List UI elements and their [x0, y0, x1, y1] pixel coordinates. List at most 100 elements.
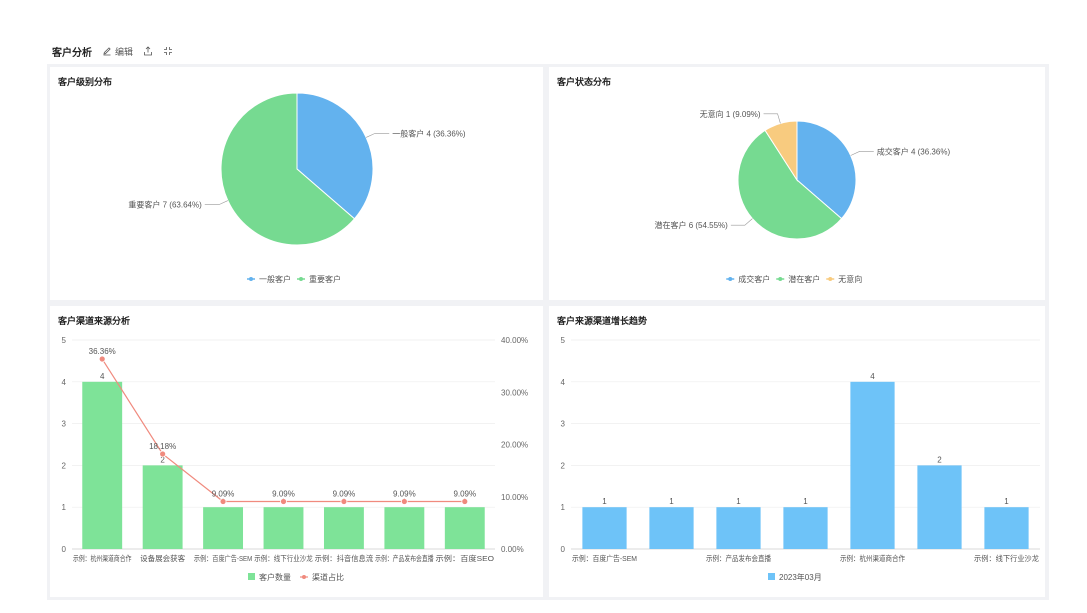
y2-tick-label: 0.00% — [501, 545, 524, 554]
bar — [263, 507, 304, 549]
pie-slice-label: 成交客户 4 (36.36%) — [877, 146, 951, 156]
y-tick-label: 5 — [62, 336, 67, 345]
bar-value-label: 4 — [870, 372, 875, 381]
y-tick-label: 0 — [561, 545, 566, 554]
bar — [649, 507, 694, 549]
bar — [384, 507, 425, 549]
legend-label: 客户数量 — [259, 572, 291, 582]
line-value-label: 18.18% — [149, 442, 176, 451]
legend-label: 2023年03月 — [779, 572, 822, 582]
y-tick-label: 3 — [561, 420, 566, 429]
panel-title: 客户渠道来源分析 — [58, 316, 131, 326]
fullscreen-button[interactable] — [163, 46, 173, 56]
bar — [444, 507, 485, 549]
x-tick-label: 示例：产品发布会直播 — [706, 553, 771, 563]
pie-slice-label: 潜在客户 6 (54.55%) — [654, 220, 728, 230]
legend-marker — [778, 277, 783, 281]
page-title: 客户分析 — [52, 47, 92, 59]
line-value-label: 9.09% — [272, 490, 295, 499]
y-tick-label: 4 — [561, 378, 566, 387]
legend-marker — [768, 573, 775, 580]
bar — [716, 507, 761, 549]
line-value-label: 9.09% — [393, 490, 416, 499]
y-tick-label: 2 — [62, 461, 67, 470]
bar — [82, 381, 123, 549]
panel-channel-trend: 客户来源渠道增长趋势 0 1 2 3 4 5 1 1 1 1 4 2 1 示例：百度广告-SEM 示例：产品… — [549, 306, 1045, 597]
bar — [850, 381, 895, 549]
bar-value-label: 1 — [602, 497, 607, 506]
legend-marker — [728, 277, 733, 281]
line-value-label: 9.09% — [453, 490, 476, 499]
legend-marker — [249, 277, 253, 281]
x-tick-label: 示例：百度广告-SEM — [194, 553, 252, 563]
panel-customer-level: 客户级别分布 一般客户 4 (36.36%) 重要客户 7 (63.64%) 一般客… — [50, 67, 543, 300]
bar — [323, 507, 364, 549]
line-value-label: 9.09% — [333, 490, 356, 499]
bar-value-label: 1 — [803, 497, 808, 506]
y2-tick-label: 20.00% — [501, 441, 528, 450]
pie-slice — [296, 92, 374, 220]
line-value-label: 36.36% — [89, 347, 116, 356]
y-tick-label: 3 — [62, 420, 67, 429]
pie-slice-label: 重要客户 7 (63.64%) — [128, 200, 202, 210]
line-point — [280, 498, 287, 505]
customer-status-pie-chart: 成交客户 4 (36.36%) 潜在客户 6 (54.55%) 无意向 1 (9.0… — [654, 109, 951, 284]
bar — [142, 465, 183, 549]
channel-trend-bar-chart: 0 1 2 3 4 5 1 1 1 1 4 2 1 示例：百度广告-SEM 示例：产品发布会直播 示例：杭州渠… — [561, 336, 1040, 582]
legend-label: 重要客户 — [309, 274, 341, 284]
pie-slice-label: 一般客户 4 (36.36%) — [392, 128, 466, 138]
line-point — [219, 498, 227, 505]
x-tick-label: 示例：百度广告-SEM — [572, 553, 637, 563]
bar-value-label: 1 — [669, 497, 674, 506]
x-tick-label: 示例：百度SEO — [436, 553, 495, 563]
fullscreen-icon — [164, 47, 173, 55]
x-tick-label: 示例：产品发布会直播 — [375, 553, 434, 563]
x-tick-label: 示例：杭州渠道商合作 — [73, 553, 132, 563]
y-tick-label: 0 — [62, 545, 67, 554]
x-tick-label: 设备展会获客 — [140, 553, 185, 563]
bar-value-label: 2 — [160, 455, 165, 464]
bar — [582, 507, 627, 549]
legend-label: 无意向 — [838, 274, 862, 284]
legend-marker — [302, 575, 306, 579]
dashboard-canvas: 客户级别分布 一般客户 4 (36.36%) 重要客户 7 (63.64%) 一般客… — [47, 64, 1049, 600]
line-value-label: 9.09% — [212, 490, 235, 499]
pie-leader-line — [204, 200, 228, 206]
bar-value-label: 2 — [937, 455, 942, 464]
share-icon — [144, 46, 152, 56]
bar-value-label: 1 — [736, 497, 741, 506]
channel-source-combo-chart: 0123454211111示例：杭州渠道商合作设备展会获客示例：百度广告-SEM… — [62, 336, 529, 582]
line-point — [340, 498, 348, 505]
panel-title: 客户状态分布 — [557, 77, 612, 87]
panel-title: 客户级别分布 — [58, 77, 113, 87]
page-toolbar: 客户分析 编辑 — [52, 42, 173, 60]
x-tick-label: 示例：抖音信息流 — [315, 553, 374, 563]
x-tick-label: 示例：线下行业沙龙 — [254, 553, 313, 563]
bar-value-label: 1 — [1004, 497, 1009, 506]
pie-leader-line — [850, 151, 874, 156]
y2-tick-label: 30.00% — [501, 388, 528, 397]
legend-label: 成交客户 — [738, 274, 770, 284]
line-point — [461, 498, 469, 505]
y-tick-label: 5 — [561, 336, 566, 345]
pie-slice — [796, 120, 857, 220]
legend-marker — [248, 573, 255, 580]
edit-button[interactable]: 编辑 — [102, 45, 133, 58]
share-button[interactable] — [143, 46, 153, 56]
legend-marker — [299, 277, 303, 281]
pie-slice-label: 无意向 1 (9.09%) — [700, 109, 761, 119]
panel-channel-source: 客户渠道来源分析 0123454211111示例：杭州渠道商合作设备展会获客示例… — [50, 306, 543, 597]
x-tick-label: 示例：杭州渠道商合作 — [840, 553, 905, 563]
pencil-icon — [103, 47, 111, 56]
panel-customer-status: 客户状态分布 成交客户 4 (36.36%) 潜在客户 6 (54.55%) 无意向… — [549, 67, 1045, 300]
y-tick-label: 1 — [561, 503, 566, 512]
pie-leader-line — [730, 218, 753, 226]
line-point — [159, 450, 167, 458]
y2-tick-label: 40.00% — [501, 336, 528, 345]
legend-label: 潜在客户 — [788, 274, 820, 284]
bar — [984, 507, 1029, 549]
bar — [203, 507, 244, 549]
bar-value-label: 4 — [100, 372, 105, 381]
y-tick-label: 1 — [62, 503, 67, 512]
y-tick-label: 4 — [62, 378, 67, 387]
